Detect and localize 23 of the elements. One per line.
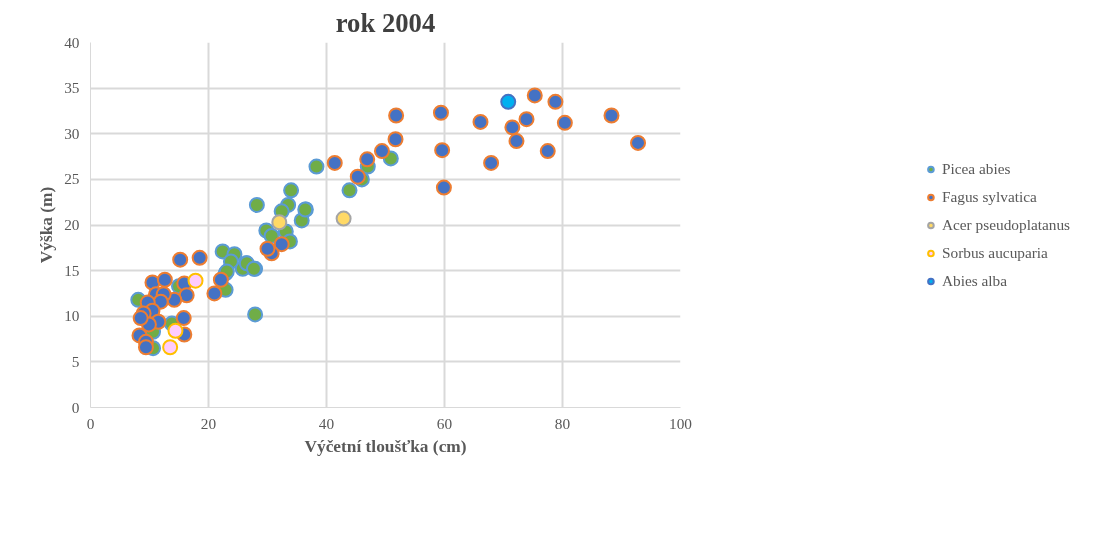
y-tick-label: 10 (64, 307, 80, 325)
y-tick-label: 5 (71, 352, 80, 370)
x-tick-label: 40 (318, 414, 335, 432)
y-axis-title: Výška (m) (37, 186, 57, 264)
x-tick-label: 80 (554, 414, 571, 432)
y-tick-label: 0 (71, 398, 80, 416)
legend-label: Abies alba (941, 271, 1008, 290)
chart-title: rok 2004 (335, 7, 436, 38)
legend-label: Acer pseudoplatanus (941, 215, 1071, 234)
y-tick-label: 30 (64, 124, 80, 142)
y-tick-label: 35 (64, 79, 80, 97)
y-tick-label: 40 (64, 33, 80, 51)
x-tick-label: 100 (669, 414, 693, 432)
x-axis-title: Výčetní tloušťka (cm) (304, 436, 467, 456)
y-tick-label: 15 (64, 261, 80, 279)
y-tick-label: 20 (64, 216, 80, 233)
legend-label: Fagus sylvatica (941, 187, 1037, 206)
y-tick-label: 25 (64, 170, 80, 188)
legend-label: Sorbus aucuparia (941, 243, 1048, 262)
x-tick-label: 20 (200, 414, 217, 432)
x-tick-label: 60 (436, 414, 453, 432)
x-tick-label: 0 (86, 414, 95, 432)
legend-label: Picea abies (941, 159, 1011, 178)
